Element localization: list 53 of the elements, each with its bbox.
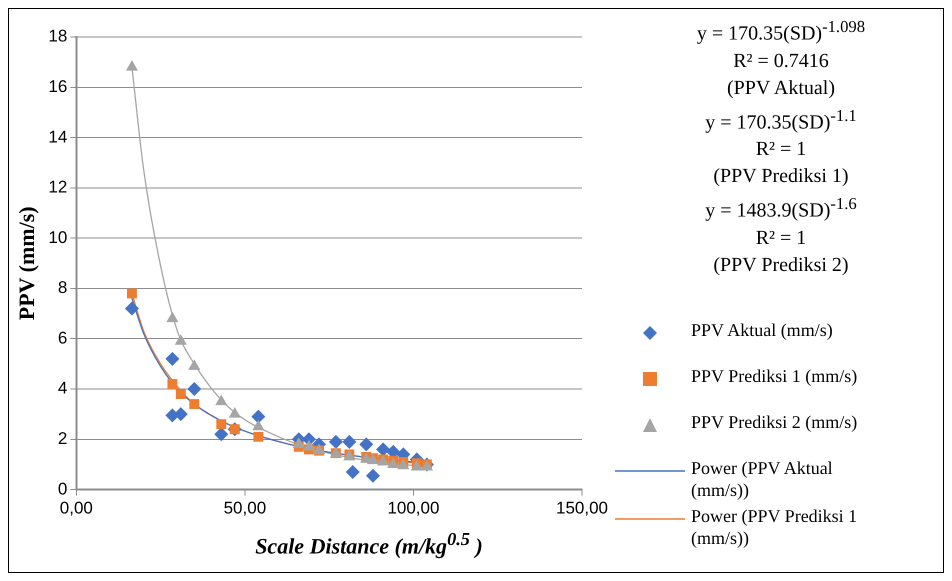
point [253, 432, 264, 442]
point [124, 302, 139, 316]
y-tick-label: 2 [58, 429, 68, 448]
point [174, 334, 187, 345]
y-tick-label: 0 [58, 479, 68, 498]
x-axis-title: Scale Distance (m/kg$^{0.5}$ ) [254, 529, 484, 560]
point [216, 419, 226, 430]
point [228, 407, 241, 418]
point [187, 382, 202, 396]
text: y = 170.35(SD)$^{-1.1}$ [704, 104, 858, 136]
point [342, 434, 356, 449]
y-tick-label: 14 [48, 127, 68, 146]
y-tick-label: 12 [48, 178, 68, 197]
text: y = 170.35(SD)$^{-1.098}$ [696, 16, 866, 47]
point [376, 442, 390, 456]
point [167, 379, 178, 389]
point [189, 399, 200, 410]
x-tick-label: 50,00 [224, 498, 266, 518]
x-tick-label: 100,00 [387, 498, 440, 518]
text: R² = 1 [754, 137, 808, 162]
legend-label: Power (PPV Aktual (mm/s)) [691, 457, 834, 501]
point [366, 468, 380, 483]
text: y = 1483.9(SD)$^{-1.6}$ [704, 193, 858, 224]
point [215, 394, 228, 406]
y-tick-label: 18 [48, 26, 68, 46]
point [346, 465, 360, 479]
point [359, 437, 374, 452]
point [176, 389, 186, 399]
text: R² = 1 [754, 226, 808, 251]
point [328, 434, 343, 449]
x-tick-label: 0,00 [60, 498, 93, 518]
point [166, 312, 178, 322]
point [251, 410, 266, 424]
y-axis-title: PPV (mm/s) [14, 206, 39, 320]
text: (PPV Prediksi 1) [712, 164, 850, 190]
point [214, 427, 228, 442]
text: (PPV Prediksi 2) [712, 252, 850, 278]
x-tick-label: 150,00 [556, 498, 608, 518]
legend-label: PPV Prediksi 1 (mm/s) [691, 365, 858, 387]
point [126, 288, 137, 298]
legend-label: PPV Aktual (mm/s) [691, 319, 834, 341]
y-tick-label: 8 [58, 278, 68, 298]
text: R² = 0.7416 [732, 48, 830, 74]
y-tick-label: 16 [48, 76, 68, 96]
point [126, 60, 138, 71]
point [165, 352, 180, 366]
point [188, 359, 200, 370]
y-tick-label: 4 [58, 378, 68, 398]
y-tick-label: 10 [48, 228, 68, 247]
legend-label: PPV Prediksi 2 (mm/s) [691, 411, 858, 433]
text: (PPV Aktual) [726, 76, 836, 101]
y-tick-label: 6 [58, 328, 68, 348]
legend-label: Power (PPV Prediksi 1 (mm/s)) [691, 505, 858, 549]
